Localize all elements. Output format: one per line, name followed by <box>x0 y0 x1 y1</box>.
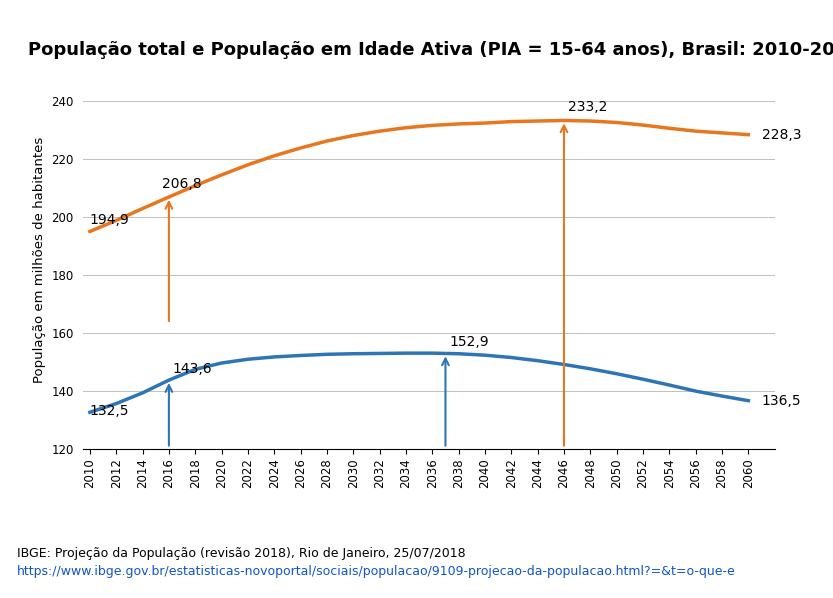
Text: 233,2: 233,2 <box>568 100 607 114</box>
Y-axis label: População em milhões de habitantes: População em milhões de habitantes <box>32 137 46 383</box>
Text: 206,8: 206,8 <box>162 176 202 191</box>
Text: População total e População em Idade Ativa (PIA = 15-64 anos), Brasil: 2010-2060: População total e População em Idade Ati… <box>28 41 833 59</box>
Text: 132,5: 132,5 <box>90 404 129 418</box>
Text: https://www.ibge.gov.br/estatisticas-novoportal/sociais/populacao/9109-projecao-: https://www.ibge.gov.br/estatisticas-nov… <box>17 565 736 578</box>
Text: 194,9: 194,9 <box>90 213 130 227</box>
Text: IBGE: Projeção da População (revisão 2018), Rio de Janeiro, 25/07/2018: IBGE: Projeção da População (revisão 201… <box>17 547 466 560</box>
Text: 143,6: 143,6 <box>173 362 212 376</box>
Text: 152,9: 152,9 <box>450 334 489 349</box>
Text: 228,3: 228,3 <box>761 127 801 142</box>
Text: 136,5: 136,5 <box>761 393 801 408</box>
